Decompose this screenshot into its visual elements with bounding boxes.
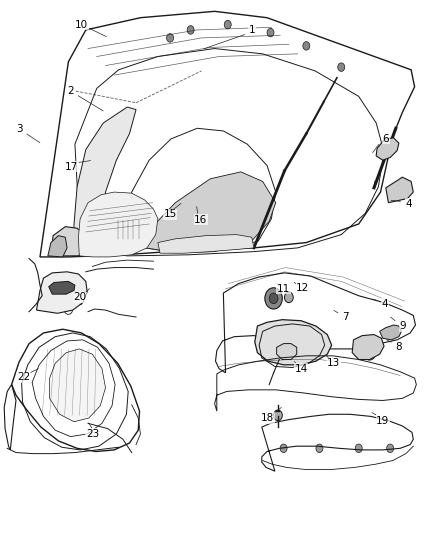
- Polygon shape: [36, 272, 87, 313]
- Text: 22: 22: [17, 372, 30, 382]
- Polygon shape: [49, 349, 106, 422]
- Text: 4: 4: [381, 298, 388, 309]
- Circle shape: [187, 26, 194, 34]
- Text: 15: 15: [163, 209, 177, 220]
- Circle shape: [224, 20, 231, 29]
- Text: 18: 18: [261, 413, 275, 423]
- Circle shape: [316, 444, 323, 453]
- Text: 12: 12: [296, 283, 310, 293]
- Bar: [117, 219, 143, 240]
- Polygon shape: [51, 227, 87, 256]
- Polygon shape: [380, 325, 402, 340]
- Text: 17: 17: [65, 161, 78, 172]
- Text: 6: 6: [382, 134, 389, 144]
- Text: 2: 2: [67, 86, 74, 96]
- Circle shape: [364, 345, 376, 360]
- Polygon shape: [49, 281, 75, 294]
- Polygon shape: [48, 236, 67, 257]
- Circle shape: [285, 292, 293, 303]
- Text: 7: 7: [343, 312, 349, 322]
- Circle shape: [280, 444, 287, 453]
- Text: 13: 13: [327, 358, 340, 368]
- Polygon shape: [78, 192, 158, 257]
- Circle shape: [267, 28, 274, 37]
- Circle shape: [64, 237, 71, 245]
- Circle shape: [283, 332, 302, 356]
- Text: 9: 9: [399, 321, 406, 331]
- Circle shape: [387, 444, 394, 453]
- Text: 10: 10: [75, 20, 88, 30]
- Circle shape: [355, 444, 362, 453]
- Circle shape: [274, 410, 283, 421]
- Polygon shape: [255, 320, 332, 365]
- Text: 3: 3: [16, 124, 22, 134]
- Polygon shape: [158, 235, 254, 253]
- Circle shape: [269, 293, 278, 304]
- Polygon shape: [136, 172, 276, 253]
- Polygon shape: [376, 138, 399, 160]
- Circle shape: [265, 288, 283, 309]
- Bar: [64, 292, 81, 304]
- Text: 19: 19: [376, 416, 389, 426]
- Text: 11: 11: [277, 284, 290, 294]
- Polygon shape: [386, 177, 413, 203]
- Text: 20: 20: [74, 292, 87, 302]
- Polygon shape: [73, 107, 136, 256]
- Circle shape: [303, 42, 310, 50]
- Text: 1: 1: [248, 25, 255, 35]
- Polygon shape: [352, 335, 384, 360]
- Circle shape: [98, 219, 111, 235]
- Text: 23: 23: [86, 429, 99, 439]
- Text: 8: 8: [396, 342, 402, 352]
- Text: 16: 16: [194, 215, 207, 225]
- Text: 14: 14: [294, 364, 308, 374]
- Circle shape: [166, 34, 173, 42]
- Polygon shape: [277, 344, 297, 360]
- Circle shape: [338, 63, 345, 71]
- Text: 4: 4: [406, 199, 412, 209]
